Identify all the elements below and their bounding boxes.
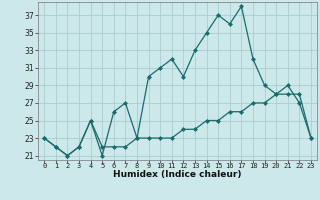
X-axis label: Humidex (Indice chaleur): Humidex (Indice chaleur) (113, 170, 242, 179)
